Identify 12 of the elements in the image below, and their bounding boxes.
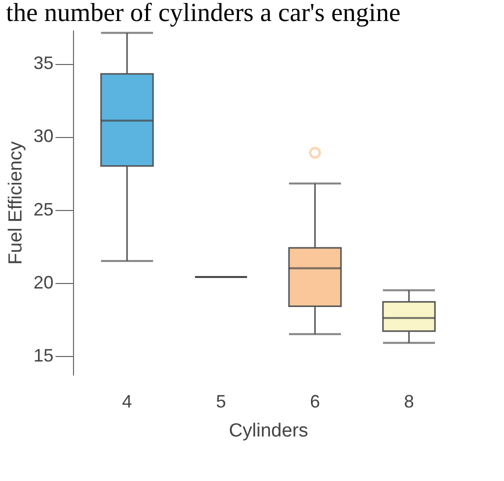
y-tick-label: 30 xyxy=(33,126,54,146)
x-tick-label: 6 xyxy=(310,392,320,412)
x-tick-label: 8 xyxy=(404,392,414,412)
x-axis-title: Cylinders xyxy=(228,420,308,442)
y-tick-label: 20 xyxy=(33,272,54,292)
y-axis-title: Fuel Efficiency xyxy=(5,140,26,265)
x-tick-label: 5 xyxy=(216,392,226,412)
y-tick-label: 25 xyxy=(33,199,54,220)
y-tick-label: 35 xyxy=(33,53,54,74)
x-tick-label: 4 xyxy=(122,392,132,412)
y-tick-label: 15 xyxy=(33,345,54,366)
text: the number of cylinders a car's engine xyxy=(6,0,401,27)
